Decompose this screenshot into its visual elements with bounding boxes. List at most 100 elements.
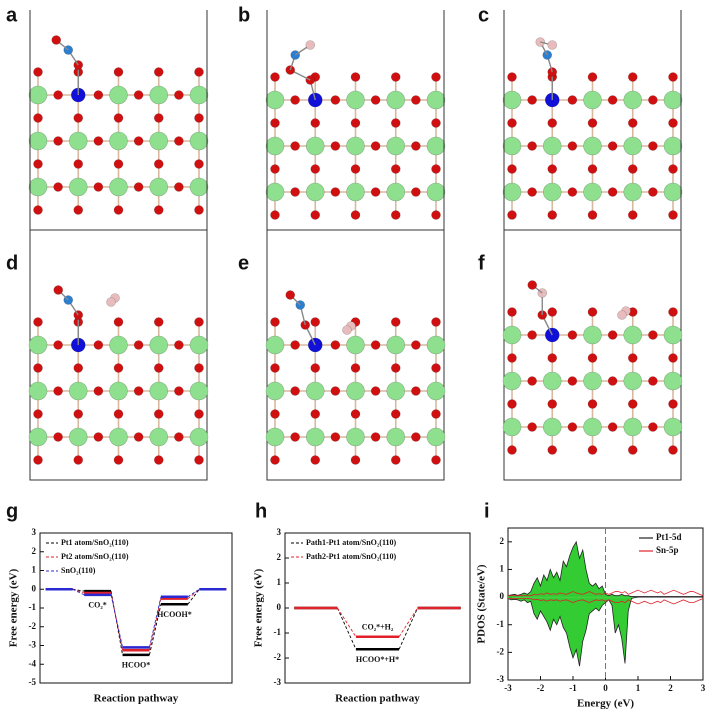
atom xyxy=(370,187,381,197)
atom xyxy=(305,427,325,447)
pdos-line xyxy=(507,596,703,667)
atom xyxy=(607,330,618,340)
pdos-line xyxy=(508,589,704,597)
structures xyxy=(28,10,683,481)
atom xyxy=(617,310,627,320)
legend-label: Path1-Pt1 atom/SnO₂(110) xyxy=(306,538,397,547)
x-tick-label: -2 xyxy=(537,683,545,693)
atom xyxy=(270,317,280,327)
atom xyxy=(567,95,578,105)
atom xyxy=(583,182,602,202)
atom xyxy=(663,90,683,110)
atom xyxy=(28,427,48,447)
atom xyxy=(133,136,144,146)
atom xyxy=(587,164,598,174)
atom xyxy=(411,141,421,151)
cell-frame xyxy=(266,10,445,481)
atom xyxy=(350,72,361,82)
atom xyxy=(542,136,562,156)
atom xyxy=(174,90,184,100)
atom xyxy=(411,95,421,105)
atom xyxy=(607,187,618,197)
atom xyxy=(587,72,598,82)
atom xyxy=(290,187,300,197)
atom xyxy=(174,182,184,192)
atom xyxy=(310,164,321,174)
atom xyxy=(113,205,124,215)
atom xyxy=(174,386,184,396)
state-label: HCOO* xyxy=(122,661,150,670)
atom xyxy=(28,177,48,197)
atom xyxy=(547,40,558,50)
pdos-area xyxy=(508,597,703,667)
y-tick-label: -1 xyxy=(497,619,505,629)
atom xyxy=(663,325,683,345)
atom xyxy=(431,118,441,128)
atom xyxy=(431,210,441,220)
y-tick-label: -3 xyxy=(497,674,505,684)
atom xyxy=(386,182,406,202)
atom xyxy=(28,335,48,355)
atom xyxy=(587,445,598,455)
atom xyxy=(265,381,285,401)
atom xyxy=(270,210,280,220)
panel-label: d xyxy=(6,252,18,274)
atom xyxy=(527,422,537,432)
atom xyxy=(350,164,361,174)
atom xyxy=(390,118,401,128)
atom xyxy=(310,363,321,373)
atom xyxy=(648,141,658,151)
atom xyxy=(109,335,128,355)
atom xyxy=(73,409,84,419)
atom xyxy=(330,432,341,442)
atom xyxy=(627,72,638,82)
atom xyxy=(149,335,169,355)
atom xyxy=(587,307,598,317)
atom xyxy=(290,432,300,442)
atom xyxy=(648,187,658,197)
x-tick-label: 3 xyxy=(701,683,706,693)
atom xyxy=(623,90,643,110)
legend-label: Pt2 atom/SnO₂(110) xyxy=(61,552,129,561)
atom xyxy=(507,399,517,409)
atom xyxy=(106,297,116,307)
atom xyxy=(194,409,204,419)
y-tick-label: -1 xyxy=(274,627,282,637)
atom xyxy=(370,432,381,442)
atom xyxy=(542,182,562,202)
atom xyxy=(93,182,104,192)
atom xyxy=(33,363,43,373)
x-tick-label: 1 xyxy=(636,683,641,693)
atom xyxy=(350,455,361,465)
y-tick-label: 0 xyxy=(32,583,37,593)
atom xyxy=(265,136,285,156)
atom xyxy=(426,381,446,401)
atom xyxy=(270,164,280,174)
atom xyxy=(411,187,421,197)
y-tick-label: -5 xyxy=(29,677,37,687)
atom xyxy=(547,164,558,174)
atom xyxy=(93,136,104,146)
atom xyxy=(53,340,63,350)
y-tick-label: 0 xyxy=(500,591,505,601)
atom xyxy=(668,72,678,82)
atom xyxy=(109,381,128,401)
atom xyxy=(431,164,441,174)
atom xyxy=(527,330,537,340)
legend-label: Pt1 atom/SnO₂(110) xyxy=(61,538,129,547)
atom xyxy=(583,371,602,391)
pdos-line xyxy=(508,598,704,605)
atom xyxy=(607,141,618,151)
atom xyxy=(426,182,446,202)
atom xyxy=(113,455,124,465)
atom xyxy=(587,118,598,128)
atom xyxy=(607,422,618,432)
atom xyxy=(668,399,678,409)
atom xyxy=(668,445,678,455)
atom xyxy=(663,136,683,156)
panel-label: a xyxy=(6,4,18,26)
y-tick-label: -3 xyxy=(29,640,37,650)
atom xyxy=(527,141,537,151)
pdos-line xyxy=(507,540,703,597)
atom xyxy=(133,432,144,442)
